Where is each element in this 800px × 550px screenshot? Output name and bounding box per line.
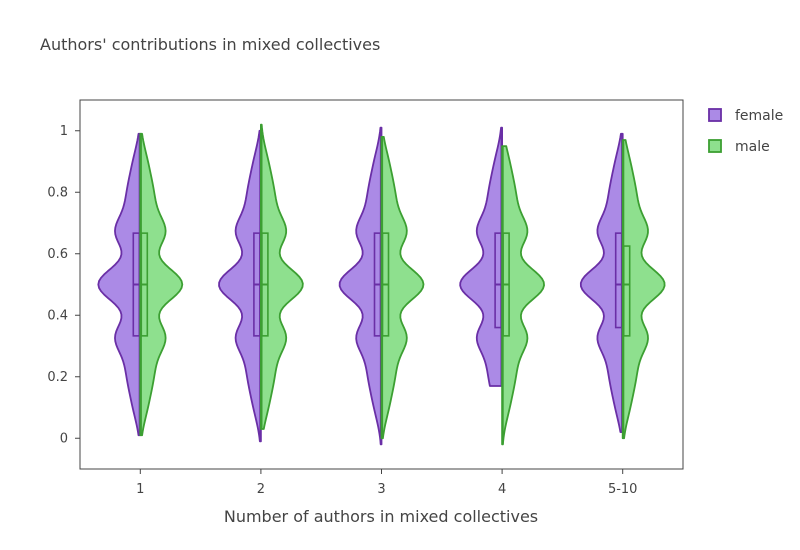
chart-title: Authors' contributions in mixed collecti… bbox=[40, 35, 380, 54]
x-tick-label: 1 bbox=[136, 482, 144, 497]
legend-label-male[interactable]: male bbox=[735, 139, 770, 155]
y-tick-label: 0.2 bbox=[47, 370, 68, 385]
y-tick-label: 0.8 bbox=[47, 185, 68, 200]
legend-label-female[interactable]: female bbox=[735, 108, 783, 124]
violin-female-4 bbox=[459, 126, 503, 387]
violin-female-2 bbox=[218, 129, 262, 443]
legend-swatch-female[interactable] bbox=[708, 108, 722, 122]
violin-male-4 bbox=[501, 145, 545, 446]
y-tick-label: 0.4 bbox=[47, 308, 68, 323]
violin-male-1 bbox=[139, 132, 184, 437]
x-tick-label: 4 bbox=[498, 482, 506, 497]
y-tick-label: 0 bbox=[60, 431, 68, 446]
y-tick-label: 1 bbox=[60, 124, 68, 139]
violin-female-5_10 bbox=[579, 132, 624, 433]
x-tick-label: 5-10 bbox=[608, 482, 638, 497]
plot-area: 0 0.2 0.4 0.6 0.8 1 1 2 3 4 5-10 bbox=[47, 99, 684, 497]
x-axis-label: Number of authors in mixed collectives bbox=[224, 507, 538, 526]
x-tick-label: 2 bbox=[257, 482, 265, 497]
violin-male-3 bbox=[380, 136, 425, 440]
violin-female-3 bbox=[338, 126, 383, 446]
violin-male-5_10 bbox=[621, 139, 666, 440]
legend-swatch-male[interactable] bbox=[708, 139, 722, 153]
y-tick-label: 0.6 bbox=[47, 247, 68, 262]
legend[interactable]: female male bbox=[708, 108, 783, 155]
violin-male-2 bbox=[260, 123, 304, 430]
x-tick-label: 3 bbox=[377, 482, 385, 497]
violin-female-1 bbox=[97, 132, 142, 437]
